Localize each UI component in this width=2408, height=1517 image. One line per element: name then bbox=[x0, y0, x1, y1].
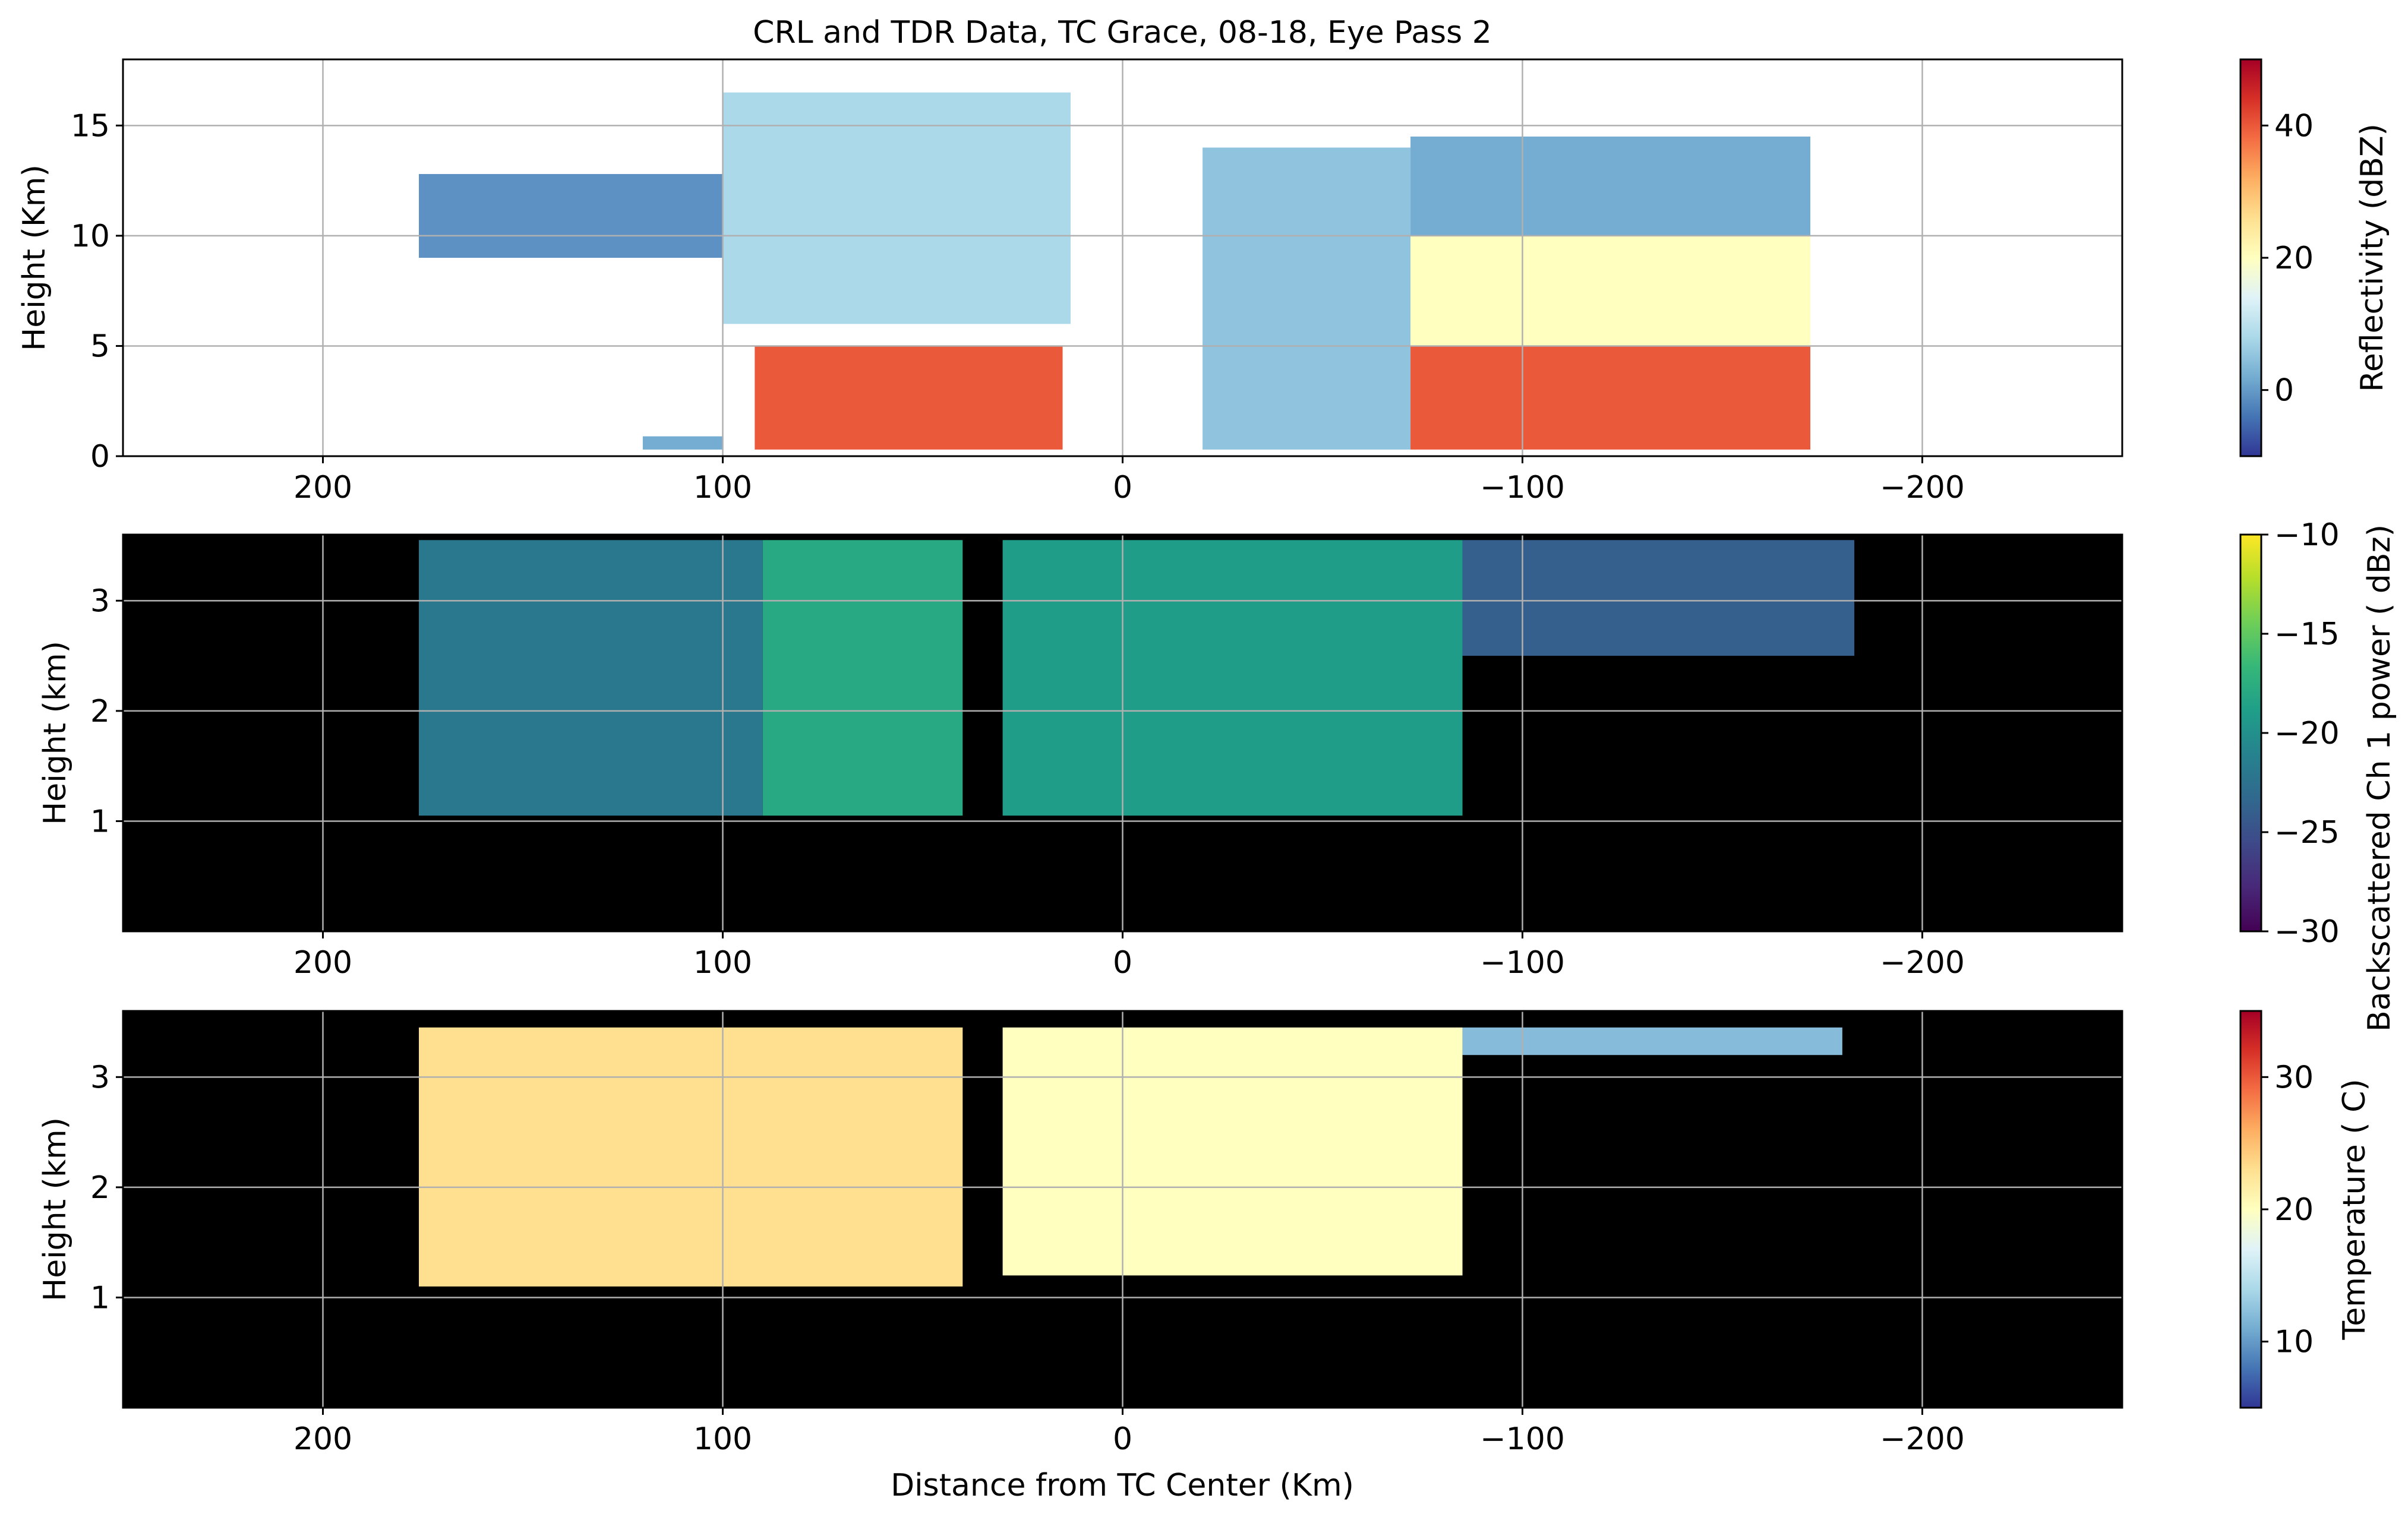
y-axis: 1 2 3 bbox=[90, 583, 123, 839]
colorbar-tick-label: −30 bbox=[2274, 914, 2340, 950]
x-axis: 200 100 0 −100 −200 bbox=[293, 456, 1965, 505]
x-axis: 200 100 0 −100 −200 bbox=[293, 1408, 1965, 1457]
y-tick-label: 2 bbox=[90, 1170, 110, 1206]
colorbar-tick-label: 0 bbox=[2274, 373, 2294, 409]
y-tick-label: 10 bbox=[71, 219, 110, 254]
colorbar bbox=[2239, 533, 2262, 933]
grid-lines bbox=[123, 535, 2122, 931]
data-region bbox=[722, 92, 1071, 324]
x-tick-label: 100 bbox=[693, 470, 752, 505]
y-tick-label: 1 bbox=[90, 1280, 110, 1316]
colorbar bbox=[2239, 58, 2262, 457]
y-tick-label: 1 bbox=[90, 804, 110, 839]
data-region bbox=[419, 173, 763, 258]
colorbar-tick-label: −15 bbox=[2274, 617, 2340, 652]
y-axis: 1 2 3 bbox=[90, 1060, 123, 1316]
y-axis-label: Height (km) bbox=[37, 1117, 73, 1301]
colorbar-ticks: 10 20 30 bbox=[2261, 1060, 2314, 1360]
data-region bbox=[1462, 1027, 1842, 1055]
colorbar-tick-label: 30 bbox=[2274, 1060, 2314, 1095]
y-axis-label: Height (Km) bbox=[17, 165, 52, 351]
y-tick-label: 0 bbox=[90, 439, 110, 475]
x-tick-label: −200 bbox=[1880, 945, 1965, 981]
data-region bbox=[1410, 136, 1811, 236]
x-tick-label: 0 bbox=[1113, 1421, 1132, 1457]
colorbar-ticks: 0 20 40 bbox=[2261, 108, 2314, 409]
data-regions bbox=[419, 540, 1855, 816]
data-region bbox=[1462, 540, 1855, 656]
data-region bbox=[1410, 346, 1811, 450]
x-tick-label: 0 bbox=[1113, 470, 1132, 505]
data-region bbox=[419, 1027, 963, 1287]
colorbar-tick-label: 20 bbox=[2274, 1192, 2314, 1228]
y-tick-label: 15 bbox=[71, 108, 110, 144]
colorbar bbox=[2239, 1010, 2262, 1409]
data-region bbox=[419, 540, 763, 816]
data-region bbox=[642, 436, 723, 450]
data-region bbox=[1002, 540, 1463, 816]
y-tick-label: 3 bbox=[90, 1060, 110, 1095]
grid-lines bbox=[123, 1011, 2122, 1408]
y-axis-label: Height (km) bbox=[37, 641, 73, 825]
data-regions bbox=[419, 1027, 1842, 1287]
panel-temperature: 200 100 0 −100 −200 1 2 3 Height (km) Distance… bbox=[37, 1010, 2372, 1503]
colorbar-label: Temperature ( C) bbox=[2337, 1079, 2372, 1340]
y-tick-label: 3 bbox=[90, 583, 110, 619]
y-tick-label: 2 bbox=[90, 694, 110, 729]
grid-lines bbox=[123, 59, 2122, 457]
x-tick-label: −200 bbox=[1880, 1421, 1965, 1457]
colorbar-ticks: −30 −25 −20 −15 −10 bbox=[2261, 517, 2340, 950]
colorbar-tick-label: −10 bbox=[2274, 517, 2340, 553]
x-axis-label: Distance from TC Center (Km) bbox=[891, 1468, 1354, 1503]
x-tick-label: 100 bbox=[693, 945, 752, 981]
x-tick-label: 0 bbox=[1113, 945, 1132, 981]
colorbar-tick-label: −25 bbox=[2274, 815, 2340, 851]
colorbar-tick-label: 40 bbox=[2274, 108, 2314, 144]
data-region bbox=[1002, 1027, 1463, 1276]
colorbar-tick-label: 10 bbox=[2274, 1325, 2314, 1360]
colorbar-tick-label: 20 bbox=[2274, 241, 2314, 276]
x-tick-label: 200 bbox=[293, 945, 352, 981]
data-regions bbox=[419, 92, 1811, 450]
panel-backscatter: 200 100 0 −100 −200 1 2 3 Height (km) −30 −25 −2… bbox=[37, 517, 2397, 1032]
x-tick-label: −200 bbox=[1880, 470, 1965, 505]
y-tick-label: 5 bbox=[90, 328, 110, 364]
x-axis: 200 100 0 −100 −200 bbox=[293, 931, 1965, 981]
data-region bbox=[1410, 235, 1811, 346]
y-axis: 0 5 10 15 bbox=[71, 108, 123, 475]
data-region bbox=[1203, 147, 1411, 450]
data-region bbox=[755, 346, 1063, 450]
x-tick-label: −100 bbox=[1480, 1421, 1565, 1457]
x-tick-label: 200 bbox=[293, 470, 352, 505]
x-tick-label: 200 bbox=[293, 1421, 352, 1457]
colorbar-tick-label: −20 bbox=[2274, 716, 2340, 751]
colorbar-label: Reflectivity (dBZ) bbox=[2355, 124, 2390, 392]
x-tick-label: −100 bbox=[1480, 945, 1565, 981]
x-tick-label: 100 bbox=[693, 1421, 752, 1457]
x-tick-label: −100 bbox=[1480, 470, 1565, 505]
figure-title: CRL and TDR Data, TC Grace, 08-18, Eye P… bbox=[753, 15, 1492, 50]
data-region bbox=[762, 540, 963, 816]
panel-reflectivity: 200 100 0 −100 −200 0 5 10 15 Height (Km) 0 20 40… bbox=[17, 58, 2390, 505]
colorbar-label: Backscattered Ch 1 power ( dBz) bbox=[2362, 524, 2397, 1032]
